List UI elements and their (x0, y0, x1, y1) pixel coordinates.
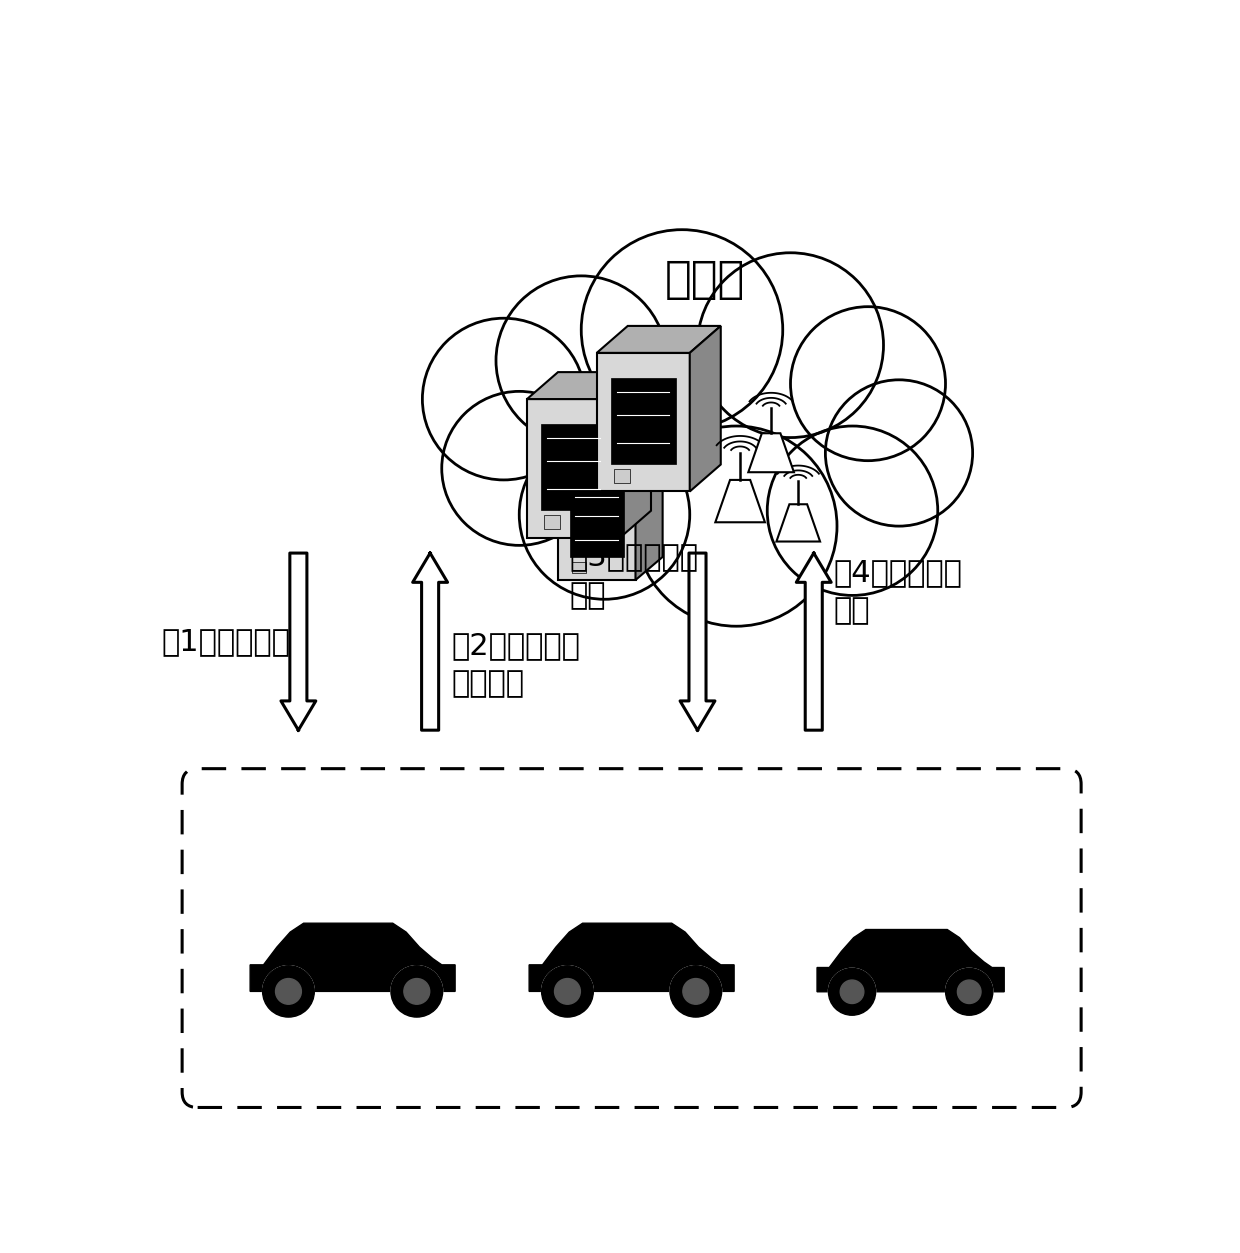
Polygon shape (541, 424, 606, 510)
Circle shape (263, 966, 314, 1017)
Polygon shape (281, 553, 316, 730)
Polygon shape (620, 372, 651, 538)
Polygon shape (596, 326, 720, 353)
FancyBboxPatch shape (182, 768, 1081, 1108)
Polygon shape (558, 465, 635, 580)
Polygon shape (611, 378, 676, 464)
Polygon shape (527, 398, 620, 538)
Circle shape (946, 969, 993, 1015)
Polygon shape (527, 372, 651, 398)
Circle shape (542, 966, 593, 1017)
Circle shape (404, 979, 430, 1004)
Polygon shape (715, 480, 765, 523)
Circle shape (828, 969, 875, 1015)
Circle shape (946, 969, 993, 1015)
Circle shape (841, 980, 864, 1004)
Circle shape (391, 966, 443, 1017)
Circle shape (275, 979, 301, 1004)
Circle shape (957, 980, 981, 1004)
Circle shape (554, 979, 580, 1004)
Polygon shape (596, 353, 689, 491)
Circle shape (670, 966, 722, 1017)
Circle shape (828, 969, 875, 1015)
Polygon shape (413, 553, 448, 730)
Polygon shape (573, 561, 587, 573)
Polygon shape (680, 553, 715, 730)
Polygon shape (529, 923, 734, 991)
Text: 云平台: 云平台 (665, 258, 745, 301)
Polygon shape (817, 930, 1004, 992)
Polygon shape (544, 515, 560, 529)
Text: （4）感知数据
上传: （4）感知数据 上传 (833, 558, 962, 625)
Polygon shape (569, 485, 624, 556)
Circle shape (391, 966, 443, 1017)
Polygon shape (748, 434, 794, 472)
Polygon shape (635, 441, 662, 580)
Polygon shape (796, 553, 831, 730)
Circle shape (542, 966, 593, 1017)
Circle shape (683, 979, 709, 1004)
Text: （2）车辆状态
信息上传: （2）车辆状态 信息上传 (451, 632, 580, 698)
Polygon shape (689, 326, 720, 491)
Text: （1）任务查询: （1）任务查询 (161, 626, 290, 657)
Polygon shape (558, 441, 662, 465)
Text: （3）感知车辆
选择: （3）感知车辆 选择 (569, 543, 698, 610)
Polygon shape (614, 470, 630, 484)
Polygon shape (776, 504, 820, 541)
Circle shape (670, 966, 722, 1017)
Polygon shape (250, 923, 455, 991)
Circle shape (263, 966, 314, 1017)
